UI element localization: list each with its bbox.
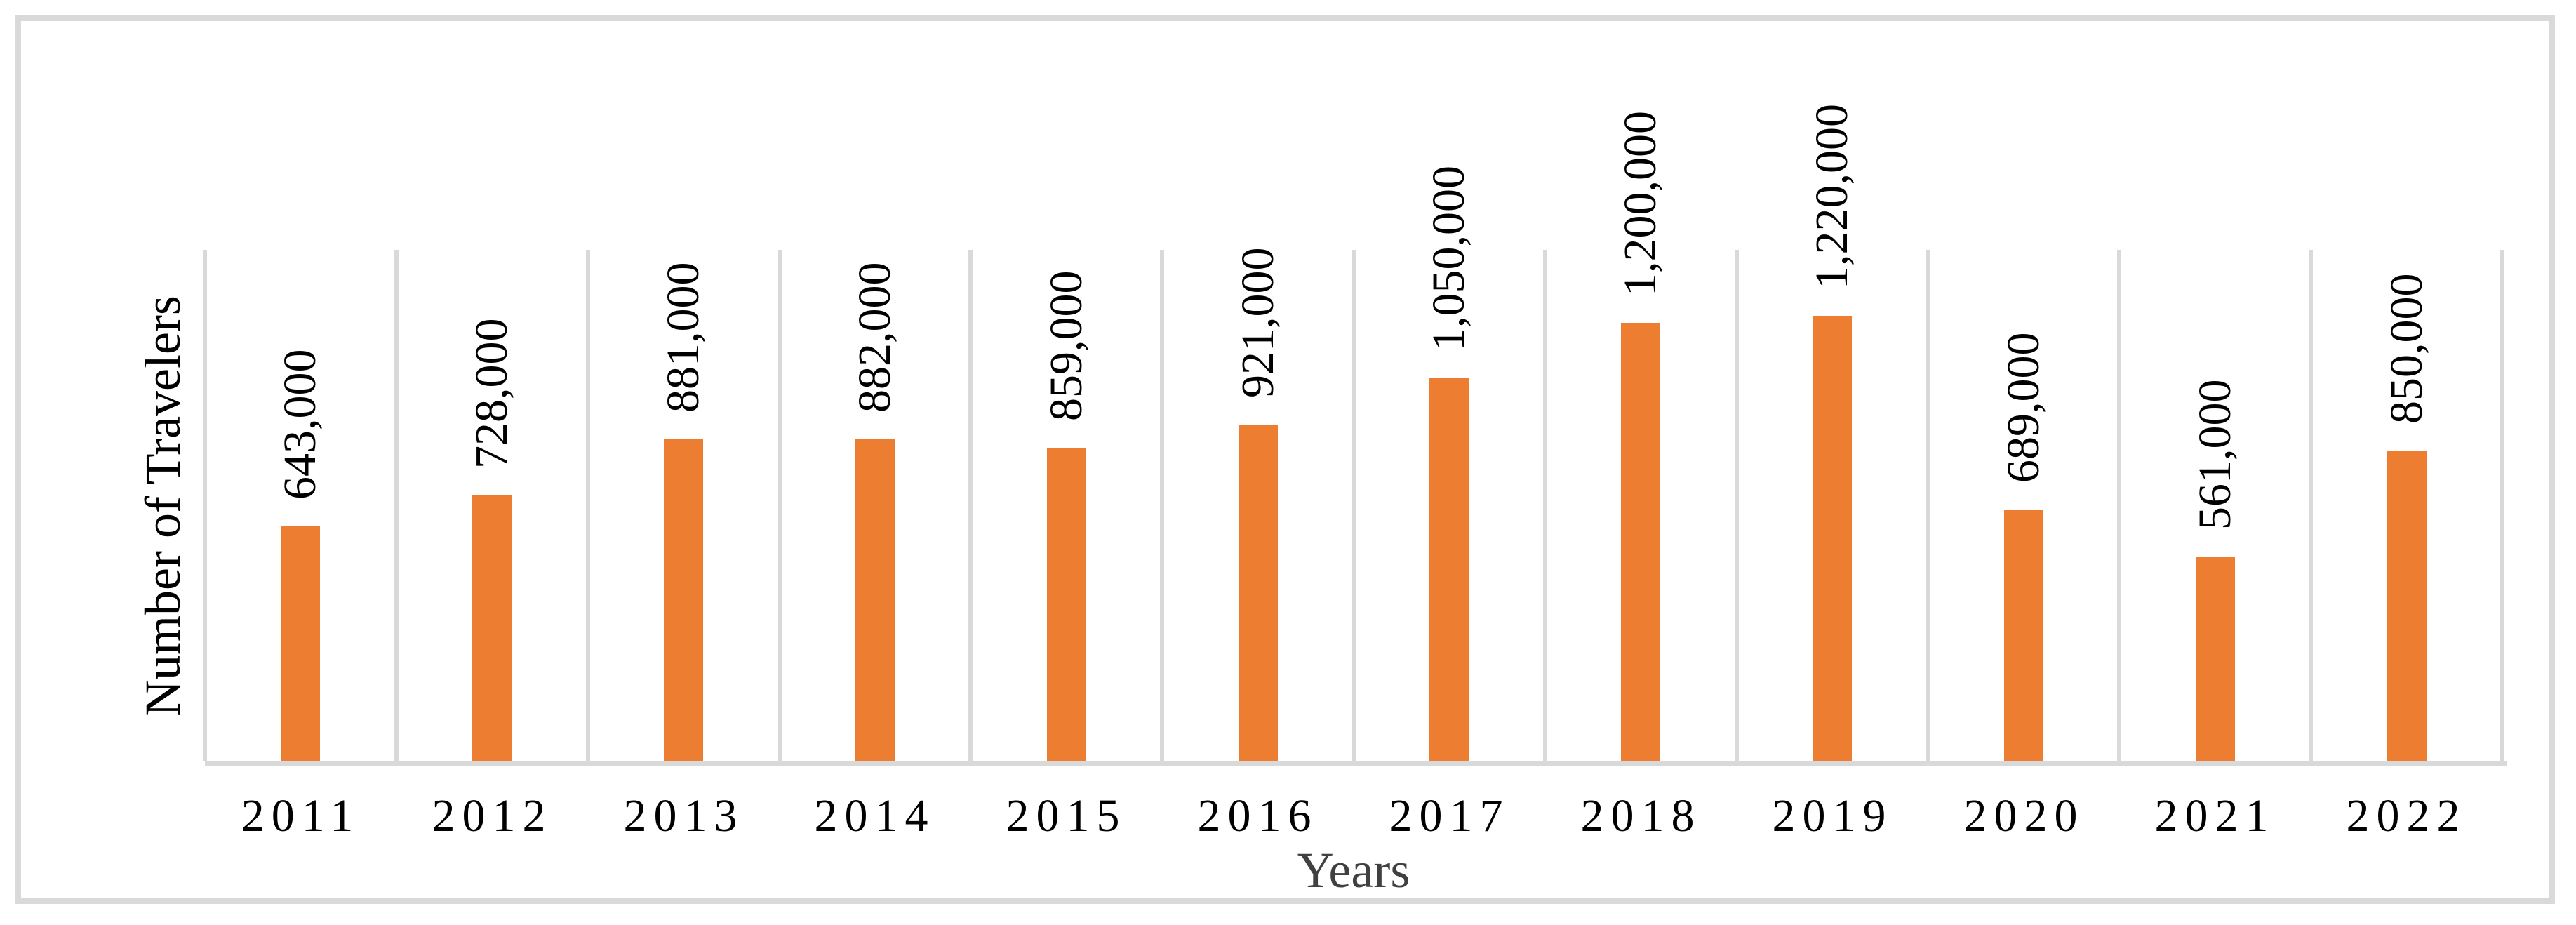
bar-value-label: 921,000 [1232,247,1283,399]
category-gridline [394,250,399,761]
x-tick-label: 2019 [1772,790,1893,841]
bar-2013 [664,439,703,761]
category-gridline [1926,250,1930,761]
bar-value-label: 881,000 [658,262,709,413]
bar-value-label: 850,000 [2381,273,2432,425]
category-gridline [1734,250,1739,761]
bar-2020 [2004,510,2043,761]
category-gridline [2117,250,2122,761]
bar-2021 [2196,557,2235,761]
x-tick-label: 2020 [1963,790,2085,841]
x-axis-title: Years [1297,841,1410,898]
bar-2019 [1813,316,1852,761]
category-gridline [2309,250,2314,761]
category-gridline [585,250,590,761]
x-tick-label: 2011 [241,790,361,841]
category-gridline [2500,250,2504,761]
x-tick-label: 2018 [1580,790,1702,841]
bar-value-label: 882,000 [849,262,900,413]
category-gridline [1542,250,1547,761]
y-axis-title: Number of Travelers [134,295,191,717]
category-gridline [1160,250,1165,761]
bar-2015 [1047,448,1086,761]
chart-frame [15,15,2555,904]
bar-value-label: 1,220,000 [1806,104,1857,289]
bar-2022 [2387,451,2427,761]
x-tick-label: 2022 [2346,790,2467,841]
category-gridline [203,250,207,761]
bar-value-label: 859,000 [1041,270,1092,422]
bar-2016 [1239,425,1278,761]
bar-2017 [1429,378,1469,761]
x-tick-label: 2016 [1197,790,1319,841]
category-gridline [777,250,782,761]
bar-value-label: 689,000 [1998,332,2049,484]
category-gridline [1352,250,1356,761]
x-tick-label: 2021 [2154,790,2276,841]
x-tick-label: 2014 [814,790,935,841]
category-gridline [968,250,973,761]
bar-value-label: 1,200,000 [1615,111,1666,296]
bar-2014 [855,439,895,761]
bar-value-label: 1,050,000 [1423,166,1474,351]
x-axis-line [205,761,2507,766]
x-tick-label: 2013 [623,790,745,841]
bar-value-label: 561,000 [2189,379,2241,531]
x-tick-label: 2015 [1006,790,1127,841]
x-tick-label: 2017 [1389,790,1510,841]
x-tick-label: 2012 [432,790,553,841]
bar-2011 [281,526,320,761]
bar-value-label: 728,000 [466,318,517,470]
bar-value-label: 643,000 [274,349,326,500]
bar-2012 [472,495,512,761]
bar-2018 [1621,323,1660,761]
